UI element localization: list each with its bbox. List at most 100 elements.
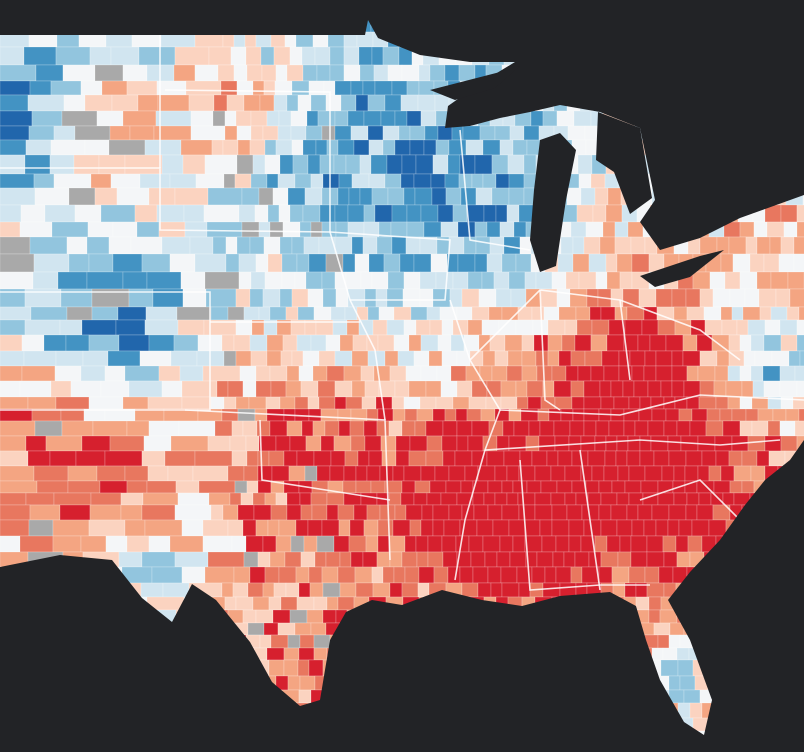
county: [266, 647, 285, 661]
county: [720, 465, 735, 482]
county: [0, 139, 27, 156]
county: [574, 551, 590, 568]
lakes: [430, 66, 724, 287]
county: [441, 535, 457, 553]
county: [719, 408, 733, 422]
county: [387, 187, 405, 206]
county: [118, 551, 143, 568]
county: [614, 236, 632, 255]
county: [598, 480, 613, 494]
county: [494, 350, 509, 367]
county: [673, 492, 688, 506]
county: [266, 334, 284, 352]
county: [533, 334, 549, 352]
county: [268, 659, 285, 677]
county: [454, 450, 473, 467]
county: [250, 110, 268, 127]
state-border: [539, 289, 561, 411]
county: [436, 365, 452, 382]
county: [685, 504, 698, 521]
county: [687, 535, 703, 553]
county: [144, 519, 183, 537]
county: [235, 110, 252, 127]
county: [780, 334, 798, 352]
county: [619, 535, 632, 553]
county: [63, 94, 86, 112]
county: [456, 420, 473, 437]
county: [653, 450, 670, 467]
county: [35, 64, 64, 82]
county: [606, 334, 625, 352]
county: [296, 334, 312, 352]
county: [365, 535, 379, 553]
county: [689, 420, 707, 437]
county: [676, 551, 691, 568]
county: [427, 535, 443, 553]
county: [651, 647, 664, 661]
county: [779, 420, 796, 437]
county: [202, 519, 229, 537]
county: [108, 236, 132, 255]
county: [408, 380, 427, 398]
county: [581, 504, 600, 521]
county: [304, 465, 318, 482]
county: [758, 288, 777, 308]
county: [139, 350, 172, 367]
county: [420, 365, 438, 382]
county: [348, 535, 367, 553]
county: [80, 365, 106, 382]
county: [300, 504, 313, 521]
county: [195, 173, 225, 189]
county: [538, 435, 556, 452]
county: [633, 380, 649, 398]
county: [174, 46, 210, 66]
county: [741, 380, 754, 398]
county: [310, 94, 327, 112]
county: [232, 582, 249, 598]
county: [355, 480, 372, 494]
county: [570, 221, 587, 238]
county: [283, 480, 300, 494]
county: [0, 519, 30, 537]
county: [646, 535, 664, 553]
county: [665, 334, 684, 352]
county: [90, 492, 122, 506]
county: [192, 465, 229, 482]
county: [250, 125, 264, 141]
county: [420, 110, 437, 127]
county: [326, 492, 345, 506]
county: [443, 519, 461, 537]
county: [298, 647, 315, 661]
county: [371, 271, 389, 290]
county: [668, 450, 687, 467]
county: [402, 288, 421, 308]
county: [51, 221, 89, 238]
county: [374, 80, 393, 96]
county: [432, 519, 445, 537]
county: [345, 154, 361, 175]
county: [448, 504, 463, 521]
county: [94, 187, 118, 206]
county: [772, 408, 787, 422]
county: [236, 154, 254, 175]
county: [126, 80, 158, 96]
county: [49, 450, 77, 467]
county: [486, 450, 505, 467]
county: [655, 350, 673, 367]
county: [591, 319, 610, 336]
county: [105, 535, 128, 553]
county: [607, 187, 622, 206]
county: [535, 350, 549, 367]
county: [295, 519, 309, 537]
county: [441, 435, 458, 452]
state-border: [639, 479, 741, 521]
county: [174, 504, 212, 521]
county: [508, 173, 525, 189]
county: [539, 420, 555, 437]
county: [27, 94, 65, 112]
county: [616, 519, 633, 537]
county: [661, 465, 675, 482]
county: [236, 125, 252, 141]
county: [322, 609, 337, 624]
county: [272, 609, 291, 624]
